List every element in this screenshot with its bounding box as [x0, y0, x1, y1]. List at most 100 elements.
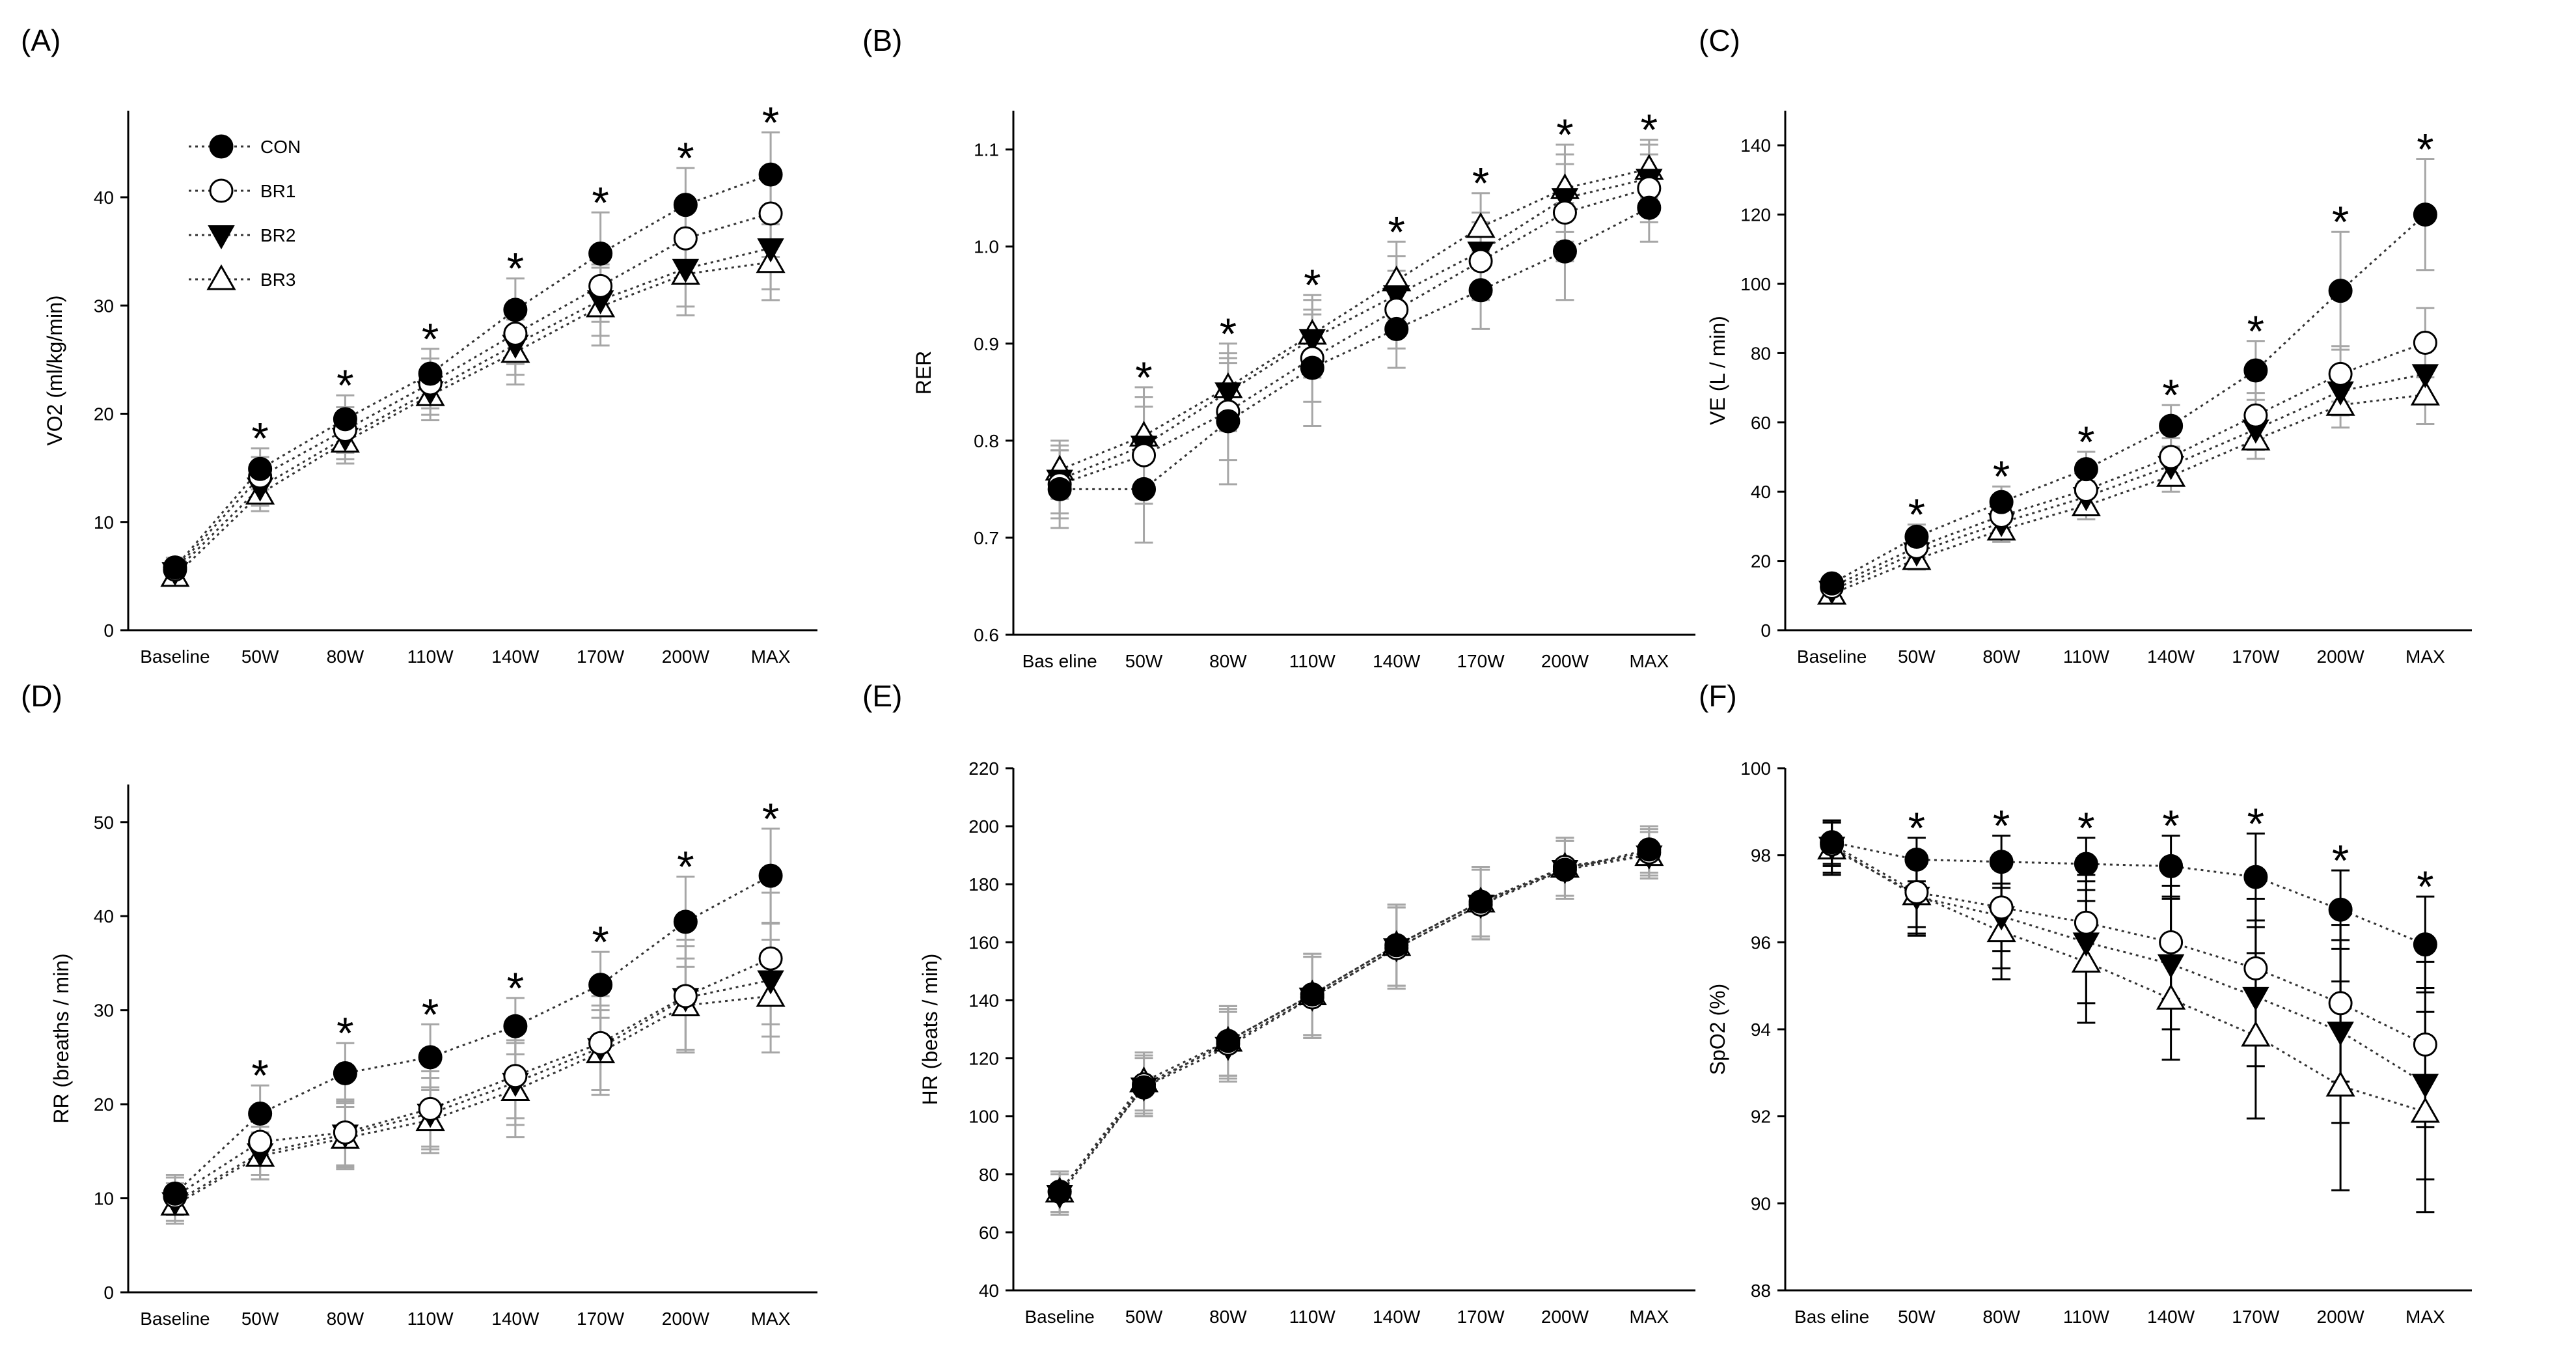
- data-point-br2: [757, 238, 784, 263]
- data-point-con: [758, 863, 783, 888]
- data-point-br1: [2159, 445, 2184, 469]
- y-tick-label: 88: [1751, 1281, 1771, 1301]
- x-tick-label: 110W: [1289, 651, 1336, 671]
- x-tick-label: 80W: [1982, 1307, 2020, 1327]
- data-point-br1: [1552, 201, 1577, 225]
- data-point-br3: [2241, 1021, 2271, 1047]
- significance-star: *: [2247, 799, 2264, 848]
- significance-star: *: [1135, 353, 1152, 402]
- significance-star: *: [677, 133, 694, 183]
- y-tick-label: 100: [968, 1107, 999, 1127]
- data-point-br3: [2410, 380, 2440, 406]
- y-tick-label: 20: [94, 404, 114, 424]
- legend-marker-con: [209, 134, 234, 159]
- data-point-con: [1300, 982, 1324, 1007]
- data-point-con: [588, 973, 613, 997]
- x-tick-label: MAX: [1629, 651, 1669, 671]
- x-tick-label: 110W: [407, 1309, 454, 1329]
- data-point-br3: [756, 980, 786, 1007]
- series-line-con: [174, 173, 771, 568]
- data-point-con: [2159, 854, 2184, 878]
- chart-panel-3: (D) 0 10 20 30 40 50 RR (breaths / min) Baseline…: [21, 679, 817, 1329]
- y-tick-label: 0: [103, 620, 114, 641]
- series-line-con: [1831, 841, 2426, 946]
- significance-star: *: [1908, 490, 1925, 540]
- legend-marker-br3: [206, 264, 236, 290]
- x-tick-label: 50W: [1125, 1307, 1163, 1327]
- x-tick-label: 200W: [662, 646, 710, 667]
- x-tick-label: 110W: [407, 646, 454, 667]
- data-point-br2: [757, 970, 784, 995]
- panel-label: (F): [1699, 679, 1737, 713]
- data-point-br3: [2071, 947, 2101, 973]
- data-point-con: [1552, 239, 1577, 264]
- x-tick-label: Baseline: [140, 1309, 210, 1329]
- x-tick-label: 50W: [241, 646, 279, 667]
- significance-star: *: [1908, 803, 1925, 853]
- significance-star: *: [677, 842, 694, 892]
- data-point-br2: [2411, 364, 2439, 389]
- x-tick-label: 140W: [491, 1309, 540, 1329]
- data-point-con: [333, 407, 357, 432]
- data-point-br2: [1298, 329, 1326, 354]
- x-tick-label: Bas eline: [1794, 1307, 1869, 1327]
- data-point-con: [1216, 409, 1240, 434]
- significance-star: *: [1993, 801, 2010, 851]
- data-point-br1: [2243, 956, 2268, 980]
- data-point-br2: [1382, 285, 1410, 310]
- y-axis-label: SpO2 (%): [1706, 984, 1729, 1075]
- data-point-br1: [588, 273, 613, 298]
- data-point-con: [1300, 355, 1324, 380]
- significance-star: *: [592, 178, 609, 227]
- y-tick-label: 40: [1751, 482, 1771, 502]
- data-point-br1: [418, 1096, 443, 1121]
- data-point-br1: [2159, 930, 2184, 954]
- data-point-con: [1132, 477, 1157, 501]
- y-axis-label: HR (beats / min): [918, 954, 942, 1105]
- x-tick-label: 140W: [1373, 651, 1421, 671]
- y-tick-label: 0.9: [974, 334, 999, 354]
- x-tick-label: 170W: [1457, 651, 1505, 671]
- x-tick-label: 110W: [1289, 1307, 1336, 1327]
- significance-star: *: [1220, 309, 1237, 359]
- legend-label: CON: [260, 137, 301, 157]
- data-point-br1: [503, 1064, 528, 1089]
- significance-star: *: [1388, 207, 1404, 257]
- series-line-br1: [1058, 851, 1650, 1193]
- data-point-con: [418, 1045, 443, 1070]
- x-tick-label: 200W: [2317, 1307, 2365, 1327]
- y-tick-label: 20: [1751, 551, 1771, 572]
- significance-star: *: [2417, 862, 2433, 911]
- x-tick-label: 50W: [241, 1309, 279, 1329]
- data-point-con: [1468, 889, 1493, 914]
- series-line-br2: [174, 979, 771, 1203]
- x-tick-label: 200W: [662, 1309, 710, 1329]
- x-tick-label: 110W: [2063, 646, 2110, 667]
- y-axis-label: VE (L / min): [1706, 316, 1729, 425]
- y-tick-label: 20: [94, 1094, 114, 1115]
- legend-marker-br1: [209, 178, 234, 203]
- x-tick-label: 170W: [2232, 1307, 2280, 1327]
- panel-label: (B): [862, 23, 902, 57]
- x-tick-label: MAX: [751, 1309, 791, 1329]
- y-tick-label: 60: [1751, 413, 1771, 433]
- series-line-con: [174, 874, 771, 1195]
- series-line-br3: [174, 995, 771, 1206]
- data-point-con: [1904, 847, 1929, 872]
- data-point-br1: [2413, 330, 2437, 355]
- y-tick-label: 40: [979, 1281, 999, 1301]
- significance-star: *: [762, 98, 779, 147]
- data-point-con: [2243, 865, 2268, 889]
- x-tick-label: 140W: [2147, 1307, 2195, 1327]
- y-tick-label: 100: [1740, 274, 1771, 294]
- data-point-con: [2074, 457, 2098, 482]
- y-tick-label: 1.0: [974, 237, 999, 257]
- data-point-con: [333, 1061, 357, 1085]
- significance-star: *: [2162, 801, 2179, 851]
- data-point-con: [1047, 1180, 1072, 1204]
- data-point-con: [2328, 897, 2353, 922]
- y-tick-label: 50: [94, 812, 114, 833]
- data-point-br3: [2156, 984, 2186, 1010]
- significance-star: *: [1641, 105, 1658, 155]
- significance-star: *: [1304, 260, 1321, 310]
